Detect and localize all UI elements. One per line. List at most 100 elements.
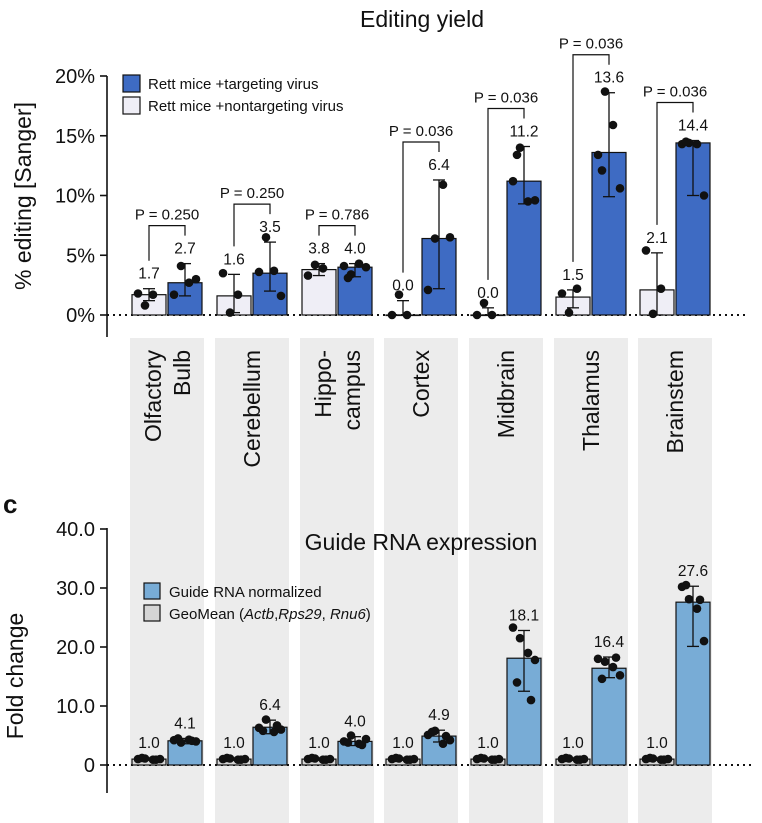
data-point [218,268,228,278]
editing-y-ticks: 0% 5% 10% 15% 20% [55,66,107,327]
value-label: 4.1 [174,715,196,732]
data-point [303,271,313,280]
pvalue-label: P = 0.250 [135,207,199,224]
data-point [137,753,147,763]
y-tick-label: 20% [55,66,95,88]
data-point [445,233,455,242]
category-label-line: Brainstem [662,350,688,454]
column-bands [130,338,712,823]
data-point [387,310,397,320]
data-point [557,289,567,298]
data-point [184,278,194,288]
data-point [508,623,518,632]
data-point [236,755,246,764]
data-point [321,755,331,764]
gene-actb: Actb [243,606,274,623]
data-point [572,284,582,294]
value-label: 6.4 [428,157,450,174]
data-point [695,595,705,605]
data-point [430,234,440,243]
editing-bars: 1.7 1.6 3.8 0.0 0.0 1.5 2.1 2.7 3.5 4.0 6.4 11.2 13.… [131,70,711,320]
category-label: Midbrain [493,350,519,438]
editing-x-labels: Olfactory Bulb Cerebellum Hippo-campus Corte… [140,350,688,468]
data-point [187,736,197,746]
geomean-suffix: ) [366,606,371,623]
editing-pvalues: P = 0.250 P = 0.250 P = 0.786 P = 0.036 P = … [135,36,707,280]
data-point [684,594,694,604]
y-tick-label: 40.0 [56,519,95,541]
y-tick-label: 10.0 [56,696,95,718]
data-point [615,184,625,193]
legend-label-geomean: GeoMean (Actb,Rps29, Rnu6) [169,606,371,623]
data-point [402,310,412,320]
legend-label-guide: Guide RNA normalized [169,584,322,601]
value-label: 16.4 [594,634,625,651]
data-point [307,753,317,763]
data-point [343,273,353,283]
category-label: Hippo-campus [310,350,365,431]
data-point [515,143,525,152]
data-point [269,727,279,737]
editing-chart-title: Editing yield [360,6,484,32]
data-point [346,731,356,740]
data-point [258,726,268,736]
guide-rna-bar [591,667,627,766]
y-tick-label: 0 [84,755,95,777]
data-point [441,731,451,741]
data-point [479,298,489,308]
value-label: 1.5 [562,267,584,284]
data-point [276,291,286,301]
category-label: Olfactory Bulb [140,350,195,443]
data-point [394,290,404,299]
category-label-line: Midbrain [493,350,519,438]
y-tick-label: 20.0 [56,637,95,659]
data-point [508,176,518,186]
data-point [597,166,607,175]
data-point [357,740,367,750]
value-label: 1.7 [138,266,160,283]
data-point [272,721,282,730]
legend-swatch-targeting [122,74,141,93]
pvalue-bracket [487,107,525,280]
y-tick-label: 10% [55,186,95,208]
data-point [515,633,525,643]
data-point [530,655,540,665]
data-point [597,674,607,684]
data-point [438,739,448,749]
editing-legend: Rett mice +targeting virus Rett mice +no… [122,74,344,115]
value-label: 13.6 [594,70,624,87]
data-point [343,738,353,747]
data-point [151,755,161,764]
gene-rps29: Rps29 [278,606,322,623]
data-point [699,636,709,646]
data-point [233,290,243,299]
data-point [600,87,610,96]
data-point [191,274,201,284]
data-point [339,261,349,271]
geomean-prefix: GeoMean ( [169,606,244,623]
editing-y-axis-label: % editing [Sanger] [10,102,36,290]
value-label: 14.4 [678,118,709,135]
value-label: 3.8 [308,241,330,258]
value-label: 1.6 [223,251,245,268]
data-point [261,715,271,724]
data-point [659,755,669,764]
value-label: 1.0 [562,735,584,752]
value-label: 6.4 [259,697,281,714]
legend-label-nontargeting: Rett mice +nontargeting virus [148,98,344,115]
value-label: 1.0 [646,735,668,752]
guide-legend: Guide RNA normalized GeoMean (Actb,Rps29… [143,582,371,623]
gene-sep-1: , [274,606,278,623]
value-label: 11.2 [509,124,538,141]
pvalue-label: P = 0.036 [474,90,538,107]
guide-rna-chart: c Guide RNA expression Fold change 0 10.0… [2,489,752,793]
value-label: 4.0 [344,714,366,731]
data-point [391,753,401,763]
pvalue-bracket [233,203,271,247]
pvalue-label: P = 0.036 [643,84,707,101]
data-point [512,678,522,687]
guide-chart-title: Guide RNA expression [305,529,538,555]
value-label: 1.0 [223,735,245,752]
category-label: Thalamus [578,350,604,451]
category-label-line: Bulb [169,350,195,396]
